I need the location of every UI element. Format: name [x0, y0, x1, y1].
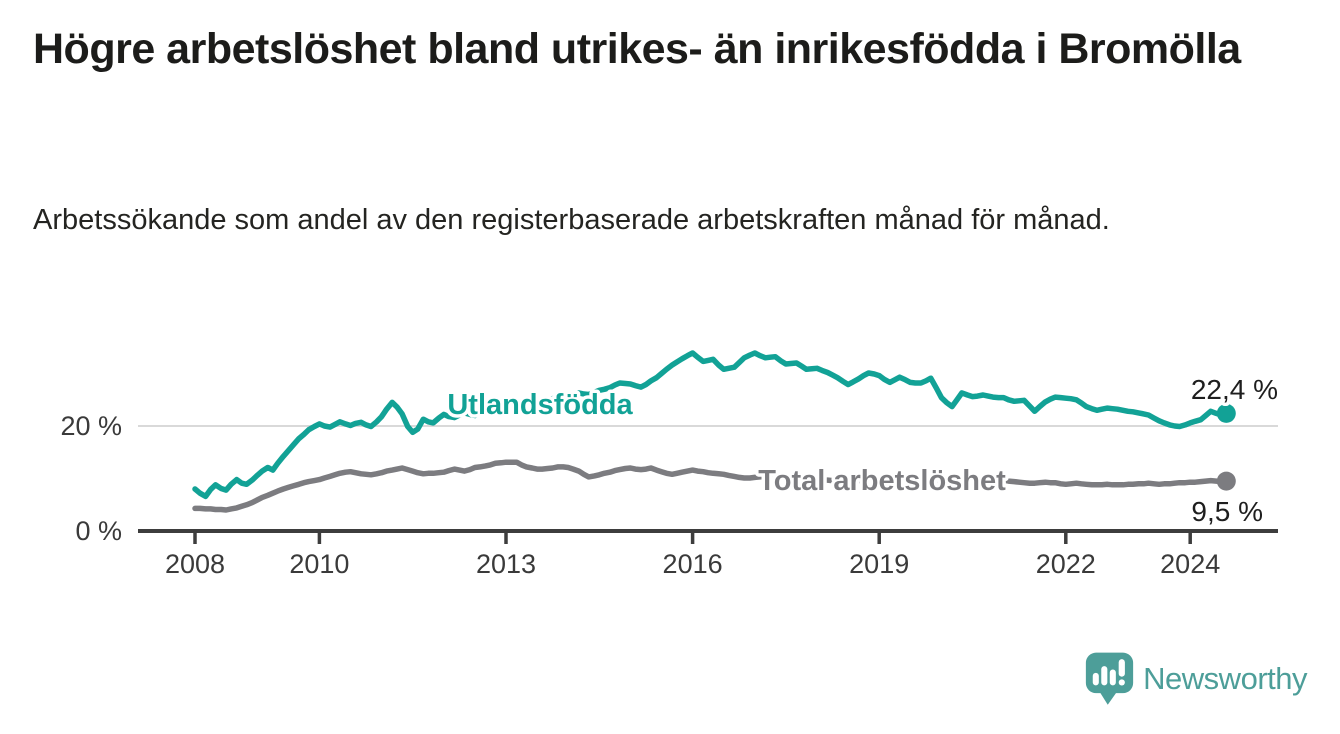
series-label-total-arbetsloshet: Total arbetslöshet — [758, 465, 1006, 497]
chart-subtitle: Arbetssökande som andel av den registerb… — [33, 204, 1110, 236]
line-chart: 2008 2010 2013 2016 2019 2022 2024 20 % 0 % Utl… — [60, 350, 1282, 579]
x-tick-label-2013: 2013 — [476, 549, 536, 579]
x-tick-label-2010: 2010 — [289, 549, 349, 579]
newsworthy-logo-icon — [1086, 652, 1134, 705]
y-tick-label-0: 0 % — [75, 516, 122, 546]
x-tick-label-2022: 2022 — [1036, 549, 1096, 579]
newsworthy-logo: Newsworthy — [1085, 652, 1307, 706]
logo-bars-and-exclamation — [1092, 659, 1126, 686]
x-tick-label-2024: 2024 — [1160, 549, 1220, 579]
series-end-dot-total — [1216, 471, 1236, 491]
x-axis-ticks: 2008 2010 2013 2016 2019 2022 2024 — [165, 531, 1220, 579]
x-tick-label-2019: 2019 — [849, 549, 909, 579]
end-value-label-utlandsfodda: 22,4 % — [1191, 374, 1278, 405]
end-value-label-total: 9,5 % — [1191, 496, 1263, 527]
page-title: Högre arbetslöshet bland utrikes- än inr… — [33, 25, 1241, 73]
y-axis-labels: 20 % 0 % — [60, 411, 122, 546]
series-end-dot-utlandsfodda — [1216, 403, 1236, 423]
y-tick-label-20: 20 % — [60, 411, 122, 441]
series-line-total-arbetsloshet — [192, 459, 1230, 513]
x-tick-label-2016: 2016 — [663, 549, 723, 579]
brand-name: Newsworthy — [1143, 661, 1307, 696]
series-label-utlandsfodda: Utlandsfödda — [447, 389, 633, 421]
series-line-utlandsfodda — [192, 350, 1230, 500]
x-tick-label-2008: 2008 — [165, 549, 225, 579]
